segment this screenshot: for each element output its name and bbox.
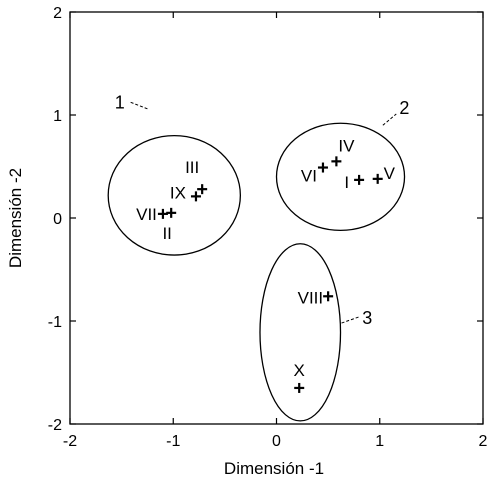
point-label: VIII [298, 288, 324, 307]
x-tick-label: 1 [375, 433, 384, 450]
y-axis-title: Dimensión -2 [6, 168, 25, 268]
point-VII: VII [136, 205, 168, 224]
x-tick-label: 2 [479, 433, 488, 450]
y-tick-label: -2 [48, 417, 62, 434]
x-tick-label: -2 [63, 433, 77, 450]
cluster-ellipses: 1 2 3 [107, 93, 409, 422]
point-label: III [185, 158, 199, 177]
point-label: IX [170, 183, 186, 202]
y-tick-label: 0 [53, 211, 62, 228]
x-axis-title: Dimensión -1 [224, 459, 324, 478]
y-tick-label: -1 [48, 314, 62, 331]
cluster-ellipse-2 [275, 122, 406, 232]
point-label: II [162, 224, 171, 243]
cluster-ellipse-3 [259, 243, 342, 422]
point-label: X [294, 361, 305, 380]
axes: -2 -1 0 1 2 2 1 0 -1 -2 [48, 5, 488, 450]
point-VIII: VIII [298, 288, 334, 307]
point-IX: IX [170, 183, 201, 202]
point-label: VI [301, 167, 317, 186]
plot-frame [69, 11, 484, 425]
point-label: VII [136, 205, 157, 224]
cluster-leader-3 [341, 316, 360, 324]
point-I: I [344, 173, 365, 192]
point-X: X [294, 361, 305, 393]
cluster-label-3: 3 [362, 308, 372, 328]
x-tick-label: 0 [272, 433, 281, 450]
point-label: V [384, 164, 396, 183]
cluster-leader-1 [128, 101, 148, 110]
point-label: IV [338, 136, 355, 155]
point-label: I [344, 173, 349, 192]
cluster-label-1: 1 [115, 93, 125, 113]
point-VI: VI [301, 162, 328, 186]
x-tick-label: -1 [166, 433, 180, 450]
point-III: III [185, 158, 208, 195]
cluster-leader-2 [382, 113, 397, 126]
cluster-ellipse-1 [107, 134, 242, 256]
y-tick-label: 1 [53, 108, 62, 125]
point-IV: IV [331, 136, 355, 167]
cluster-label-2: 2 [399, 98, 409, 118]
y-tick-label: 2 [53, 5, 62, 22]
point-V: V [372, 164, 396, 184]
